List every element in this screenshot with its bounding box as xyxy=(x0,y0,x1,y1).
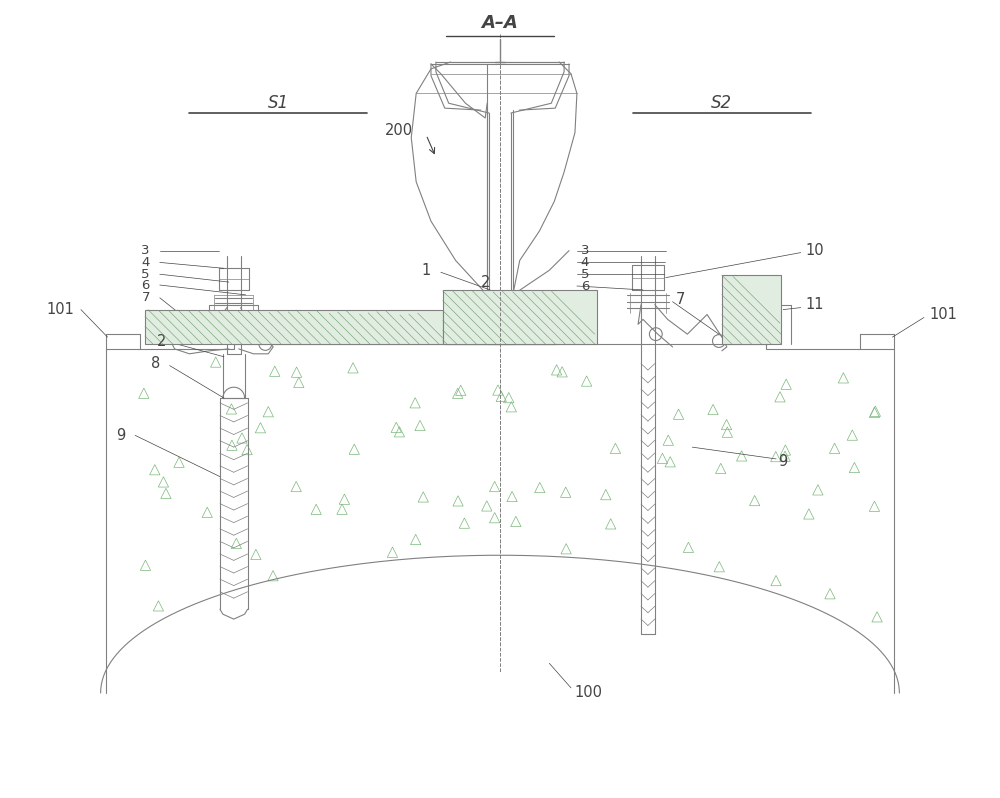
Bar xyxy=(722,275,781,344)
Text: 101: 101 xyxy=(46,302,74,317)
Text: 3: 3 xyxy=(141,244,150,257)
Text: 3: 3 xyxy=(581,244,589,257)
Text: 4: 4 xyxy=(142,256,150,269)
Text: 6: 6 xyxy=(142,279,150,291)
Text: 6: 6 xyxy=(581,279,589,293)
Text: 100: 100 xyxy=(574,685,602,701)
Text: 7: 7 xyxy=(676,292,685,307)
Text: A–A: A–A xyxy=(482,14,518,33)
Text: S1: S1 xyxy=(268,94,289,113)
Text: 8: 8 xyxy=(151,356,160,371)
Bar xyxy=(443,290,597,344)
Text: 11: 11 xyxy=(806,297,824,312)
Text: 10: 10 xyxy=(806,243,824,258)
Text: 5: 5 xyxy=(581,267,589,281)
Text: 4: 4 xyxy=(581,256,589,269)
Text: S2: S2 xyxy=(711,94,732,113)
Text: 5: 5 xyxy=(141,267,150,281)
Text: 2: 2 xyxy=(157,334,167,349)
Text: 101: 101 xyxy=(929,307,957,322)
Text: 1: 1 xyxy=(422,263,431,278)
Text: 2: 2 xyxy=(481,275,490,290)
Text: 9: 9 xyxy=(778,454,787,469)
Text: 9: 9 xyxy=(116,428,125,443)
Bar xyxy=(145,310,443,344)
Text: 200: 200 xyxy=(385,123,413,138)
Text: 7: 7 xyxy=(141,291,150,304)
